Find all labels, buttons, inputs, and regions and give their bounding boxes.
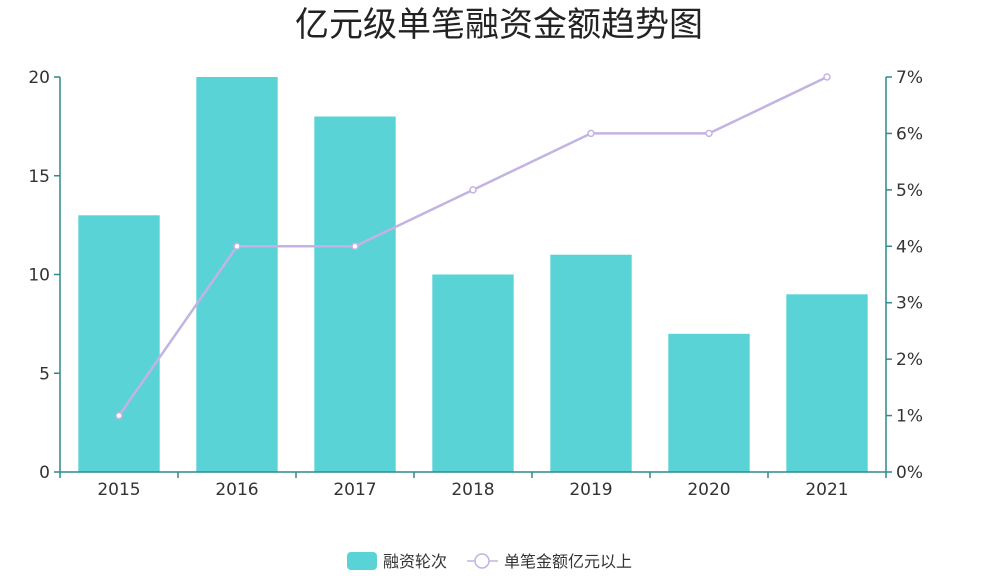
x-tick-label: 2018 — [451, 480, 494, 500]
y-right-tick-label: 2% — [896, 350, 923, 370]
bar-2020 — [668, 333, 750, 473]
legend-label-line: 单笔金额亿元以上 — [504, 552, 632, 571]
legend-label-bar: 融资轮次 — [383, 552, 447, 571]
bar-2021 — [786, 294, 868, 473]
legend-item-bar[interactable]: 融资轮次 — [347, 552, 447, 571]
y-left-tick-label: 15 — [28, 167, 50, 187]
y-right-tick-label: 1% — [896, 407, 923, 427]
bar-2015 — [78, 215, 160, 473]
y-left-tick-label: 0 — [39, 463, 50, 483]
y-right-tick-label: 3% — [896, 294, 923, 314]
line-point-2016 — [233, 242, 241, 251]
chart-title: 亿元级单笔融资金额趋势图 — [295, 5, 703, 45]
x-tick-label: 2017 — [333, 480, 376, 500]
line-point-2020 — [705, 129, 713, 138]
y-right-tick-label: 6% — [896, 124, 923, 144]
legend-bar-swatch — [347, 552, 377, 570]
y-right-tick-label: 5% — [896, 181, 923, 201]
legend[interactable]: 融资轮次 单笔金额亿元以上 — [347, 552, 632, 571]
y-right-tick-label: 4% — [896, 237, 923, 257]
line-layer — [115, 73, 831, 420]
legend-line-marker — [474, 553, 490, 569]
x-tick-label: 2015 — [97, 480, 140, 500]
legend-item-line[interactable]: 单笔金额亿元以上 — [467, 552, 632, 571]
y-left-tick-label: 10 — [28, 266, 50, 286]
y-left-tick-label: 20 — [28, 68, 50, 88]
bar-2017 — [314, 116, 396, 472]
y-right-tick-label: 7% — [896, 68, 923, 88]
bar-2019 — [550, 254, 632, 472]
y-right-tick-label: 0% — [896, 463, 923, 483]
axes-layer: 0 5 10 15 20 0% 1% 2% 3% 4% 5% 6% 7% 2015 2016 2017 2018… — [28, 68, 923, 500]
x-tick-label: 2021 — [805, 480, 848, 500]
line-point-2018 — [469, 186, 477, 194]
bar-2016 — [196, 77, 278, 472]
line-point-2021 — [823, 73, 831, 81]
line-point-2019 — [587, 129, 595, 138]
x-tick-label: 2020 — [687, 480, 730, 500]
bars-layer — [78, 77, 868, 473]
line-point-2015 — [115, 411, 123, 420]
line-point-2017 — [351, 242, 359, 251]
y-left-tick-label: 5 — [39, 364, 50, 384]
x-tick-label: 2016 — [215, 480, 258, 500]
bar-2018 — [432, 274, 514, 472]
x-tick-label: 2019 — [569, 480, 612, 500]
